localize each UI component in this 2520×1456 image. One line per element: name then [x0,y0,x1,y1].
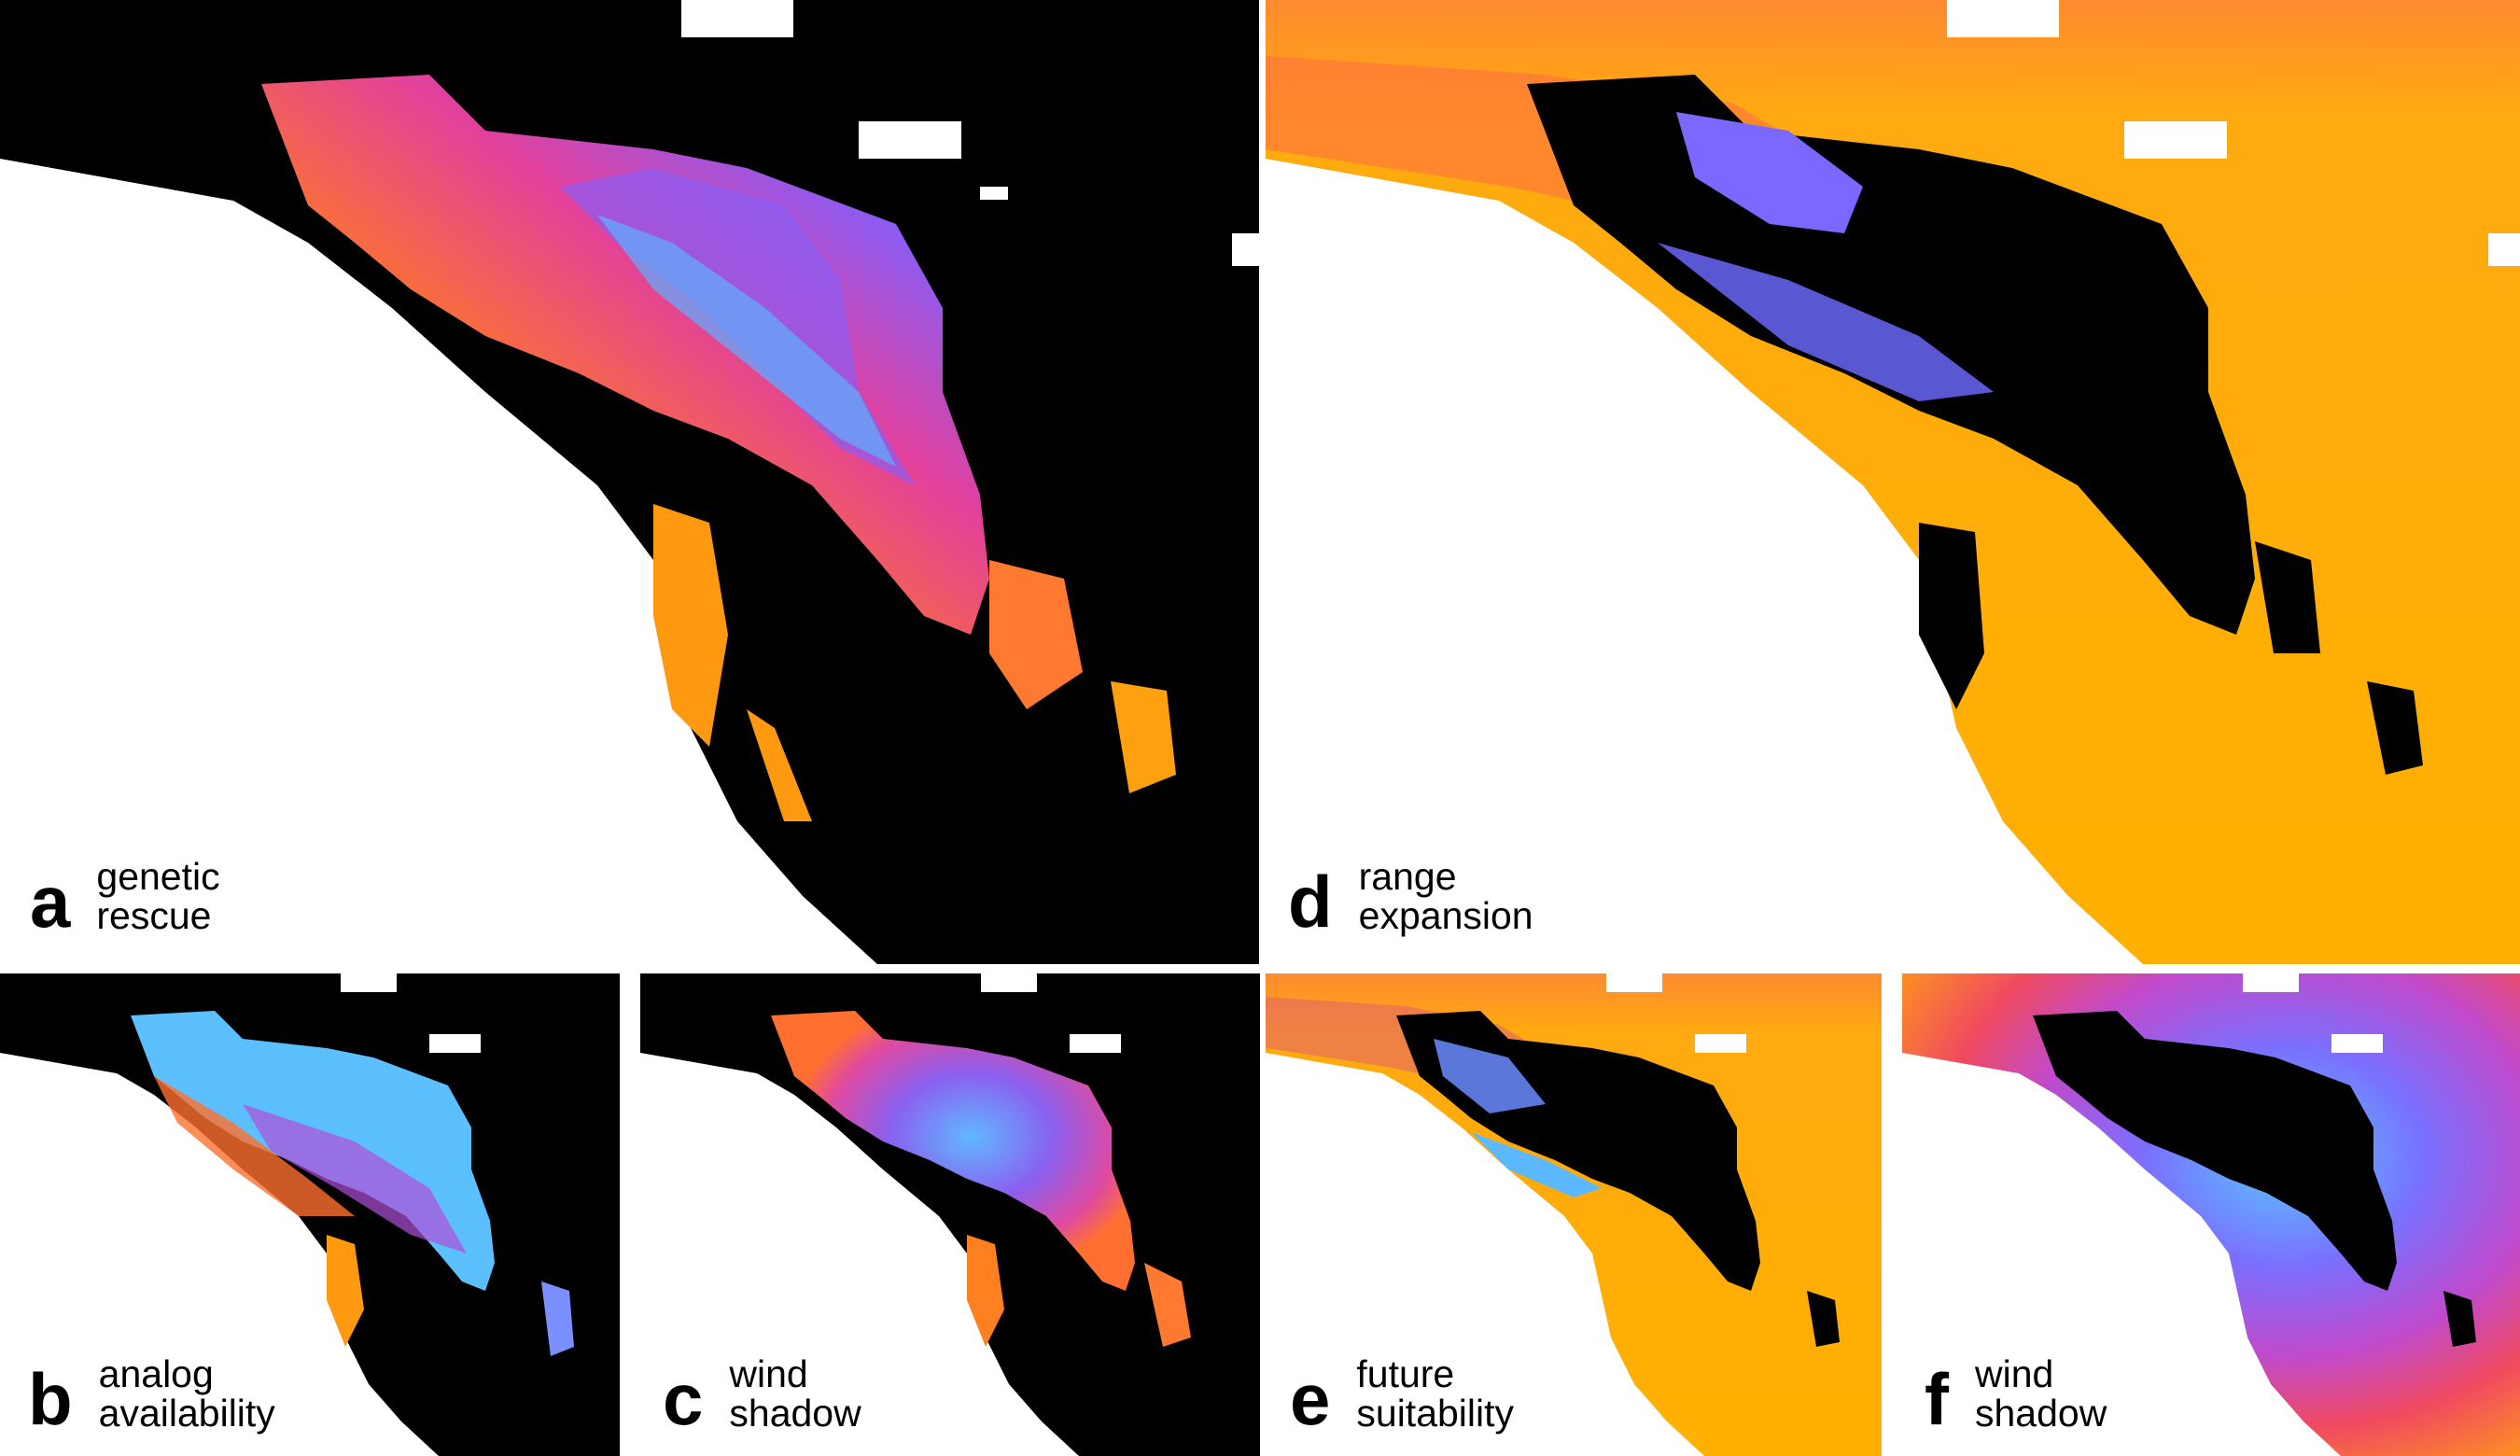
map-f-graphic [1902,973,2520,1456]
map-panel-b: b analog availability [0,973,620,1456]
panel-d-label: d range expansion [1288,858,1533,938]
panel-f-label: f wind shadow [1925,1355,2107,1435]
panel-d-letter: d [1288,861,1333,943]
panel-f-letter: f [1925,1358,1949,1440]
map-panel-d: d range expansion [1266,0,2520,964]
map-b-graphic [0,973,620,1456]
map-panel-f: f wind shadow [1902,973,2520,1456]
map-panel-e: e future suitability [1266,973,1882,1456]
panel-e-letter: e [1290,1358,1331,1440]
map-panel-c: c wind shadow [640,973,1260,1456]
panel-b-letter: b [28,1358,73,1440]
map-a-graphic [0,0,1259,964]
panel-c-caption: wind shadow [729,1352,861,1435]
map-panel-a: a genetic rescue [0,0,1259,964]
panel-d-caption: range expansion [1358,855,1533,938]
map-e-graphic [1266,973,1882,1456]
panel-f-caption: wind shadow [1974,1352,2107,1435]
panel-e-label: e future suitability [1290,1355,1514,1435]
panel-b-caption: analog availability [98,1352,275,1435]
panel-a-caption: genetic rescue [96,855,220,938]
panel-e-caption: future suitability [1356,1352,1515,1435]
map-c-graphic [640,973,1260,1456]
panel-a-label: a genetic rescue [30,858,220,938]
panel-b-label: b analog availability [28,1355,275,1435]
panel-c-label: c wind shadow [663,1355,861,1435]
panel-a-letter: a [30,861,71,943]
panel-c-letter: c [663,1358,704,1440]
map-d-graphic [1266,0,2520,964]
